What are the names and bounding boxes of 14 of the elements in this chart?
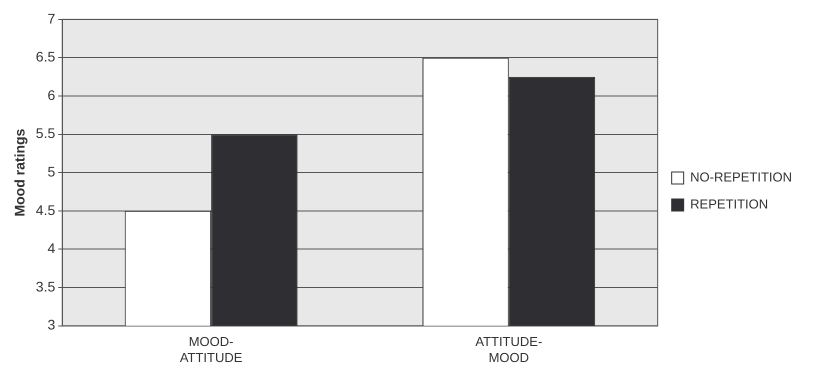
y-tick-label: 4.5: [36, 202, 56, 218]
x-tick-label: MOOD-ATTITUDE: [180, 334, 243, 365]
y-tick-label: 3.5: [36, 278, 56, 294]
y-tick-label: 5: [47, 163, 56, 180]
y-tick-label: 6: [47, 86, 56, 103]
x-tick-label: ATTITUDE-MOOD: [475, 334, 542, 365]
y-tick-label: 3: [47, 316, 56, 333]
legend-label: NO-REPETITION: [690, 170, 792, 185]
y-tick-label: 4: [47, 240, 56, 256]
y-axis-title: Mood ratings: [11, 128, 28, 217]
y-tick-label: 7: [47, 10, 56, 26]
y-tick-label: 6.5: [36, 48, 56, 65]
y-tick-label: 5.5: [36, 125, 56, 142]
legend-label: REPETITION: [690, 196, 768, 212]
